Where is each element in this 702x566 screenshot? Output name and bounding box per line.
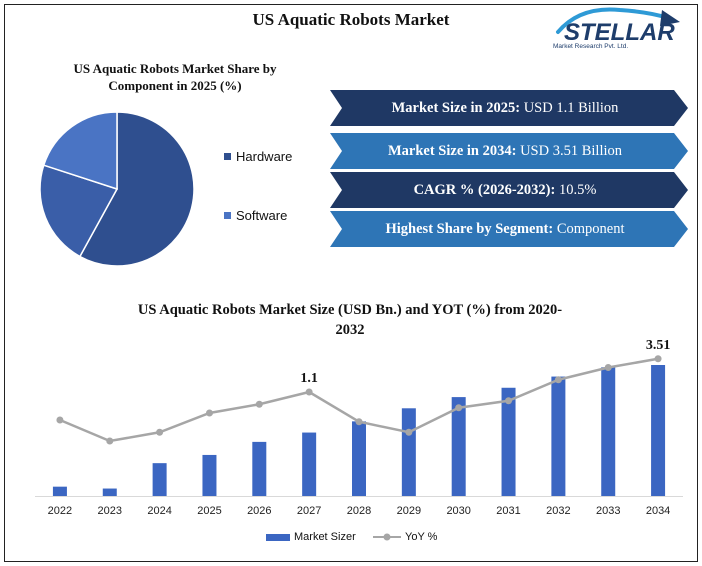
- x-tick-label: 2024: [147, 505, 171, 517]
- legend-bar-label: Market Sizer: [294, 531, 356, 543]
- data-label-2027: 1.1: [300, 371, 318, 386]
- banner-market-size-2025: Market Size in 2025: USD 1.1 Billion: [330, 90, 688, 126]
- bar-chart-title-line2: 2032: [335, 322, 365, 338]
- banner-value: Component: [553, 221, 625, 237]
- legend-bar-swatch: [266, 533, 290, 541]
- bar-2024: [152, 463, 167, 496]
- bar-chart-title-line1: US Aquatic Robots Market Size (USD Bn.) …: [137, 302, 563, 318]
- yoy-point-2032: [554, 376, 562, 384]
- logo-wordmark: STELLAR: [564, 19, 675, 46]
- x-tick-label: 2030: [446, 505, 470, 517]
- legend-software-swatch: [224, 212, 231, 219]
- yoy-point-2024: [156, 428, 164, 436]
- bar-chart-title: US Aquatic Robots Market Size (USD Bn.) …: [90, 300, 610, 340]
- yoy-point-2027: [305, 388, 313, 396]
- yoy-point-2026: [255, 400, 263, 408]
- stellar-logo: STELLAR: [550, 4, 695, 60]
- legend-hardware: Hardware: [224, 149, 292, 164]
- bar-2031: [501, 387, 516, 496]
- legend-hardware-label: Hardware: [236, 149, 293, 164]
- pie-slice-hardware-0: [78, 111, 195, 267]
- pie-slice-software-2: [42, 111, 118, 191]
- x-tick-label: 2031: [496, 505, 520, 517]
- pie-title-line2: Component in 2025 (%): [108, 78, 242, 93]
- x-tick-label: 2032: [546, 505, 570, 517]
- banner-value: USD 1.1 Billion: [520, 100, 619, 116]
- yoy-point-2033: [604, 364, 612, 371]
- x-tick-label: 2025: [197, 505, 221, 517]
- yoy-point-2030: [455, 404, 463, 412]
- banner-label: CAGR % (2026-2032):: [413, 182, 556, 198]
- bar-2023: [102, 488, 117, 496]
- x-tick-label: 2027: [297, 505, 321, 517]
- banner-cagr: CAGR % (2026-2032): 10.5%: [330, 172, 688, 208]
- banner-value: USD 3.51 Billion: [516, 143, 622, 159]
- bar-2025: [202, 454, 217, 496]
- yoy-point-2034: [654, 355, 662, 363]
- bar-2029: [401, 408, 416, 496]
- x-tick-label: 2026: [247, 505, 271, 517]
- yoy-point-2023: [106, 437, 114, 445]
- legend-line-swatch: [373, 533, 401, 541]
- pie-chart: [39, 111, 195, 267]
- x-tick-label: 2033: [596, 505, 620, 517]
- legend-line-label: YoY %: [405, 531, 438, 543]
- pie-slice-software-1: [39, 164, 119, 258]
- x-tick-label: 2034: [646, 505, 670, 517]
- legend-yoy: YoY %: [373, 531, 437, 543]
- bar-2032: [551, 376, 566, 496]
- banner-market-size-2034: Market Size in 2034: USD 3.51 Billion: [330, 133, 688, 169]
- bar-2028: [352, 421, 366, 496]
- logo-subtitle: Market Research Pvt. Ltd.: [553, 43, 629, 50]
- yoy-point-2022: [56, 416, 64, 424]
- bar-2034: [651, 365, 666, 496]
- bar-2030: [451, 397, 466, 496]
- banner-value: 10.5%: [555, 182, 597, 198]
- pie-title-line1: US Aquatic Robots Market Share by: [73, 61, 277, 76]
- bar-line-chart: 2022 2023 2024 2025 2026 2027 2028 2029 2030 2031…: [35, 340, 683, 517]
- bar-2026: [252, 441, 267, 496]
- x-tick-label: 2029: [397, 505, 421, 517]
- yoy-point-2029: [405, 428, 413, 436]
- legend-hardware-swatch: [224, 153, 231, 160]
- legend-software-label: Software: [236, 208, 288, 223]
- chart-frame: [4, 4, 698, 562]
- legend-software: Software: [224, 208, 287, 223]
- bar-2027: [302, 432, 317, 496]
- yoy-point-2025: [205, 409, 213, 417]
- legend-market-size: Market Sizer: [266, 531, 356, 543]
- banner-highest-share: Highest Share by Segment: Component: [330, 211, 688, 247]
- banner-label: Market Size in 2025:: [391, 100, 521, 116]
- banner-label: Highest Share by Segment:: [385, 221, 554, 237]
- yoy-point-2028: [355, 418, 363, 426]
- yoy-point-2031: [505, 397, 513, 405]
- bar-2022: [52, 486, 67, 496]
- x-tick-label: 2028: [347, 505, 371, 517]
- page-title: US Aquatic Robots Market: [252, 10, 450, 29]
- banner-label: Market Size in 2034:: [387, 143, 517, 159]
- x-tick-label: 2023: [98, 505, 122, 517]
- pie-title: US Aquatic Robots Market Share by Compon…: [60, 60, 290, 94]
- data-label-2034: 3.51: [646, 340, 671, 353]
- x-tick-label: 2022: [48, 505, 72, 517]
- bar-2033: [601, 367, 616, 496]
